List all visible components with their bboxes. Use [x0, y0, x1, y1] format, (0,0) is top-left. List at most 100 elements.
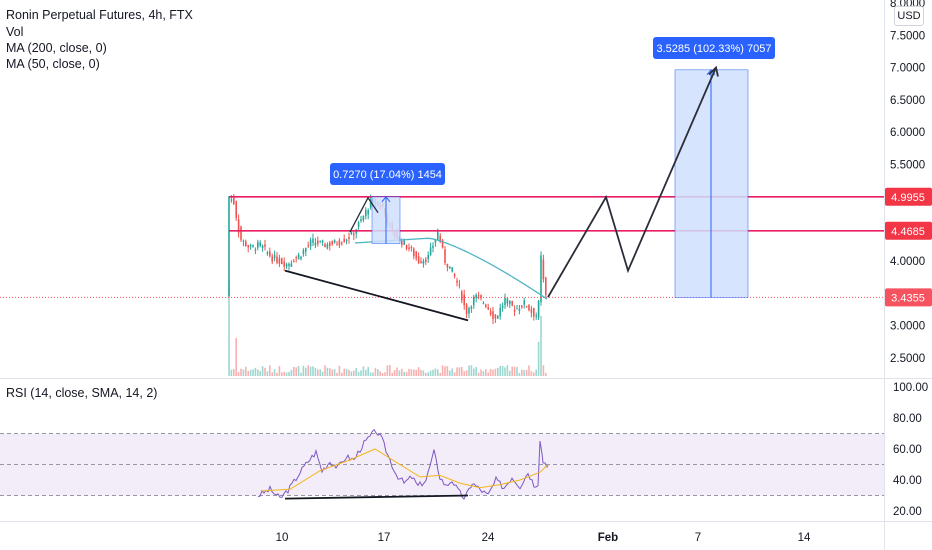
volume-bar [463, 371, 465, 376]
currency-unit-button[interactable]: USD [894, 6, 924, 26]
volume-bar [372, 372, 374, 376]
projection-arrow-head [708, 65, 719, 77]
volume-bar [355, 368, 357, 376]
volume-bar [410, 369, 413, 376]
ma50-line [354, 237, 548, 300]
candle-body [317, 240, 319, 244]
candle-body [261, 245, 264, 248]
candle-body [293, 261, 295, 263]
volume-bar [415, 369, 417, 376]
vol-indicator-label[interactable]: Vol [6, 25, 24, 39]
candle-body [290, 263, 293, 267]
candle-body [331, 241, 333, 245]
candle-body [449, 266, 451, 269]
volume-bar [360, 370, 362, 376]
price-tick-label: 7.5000 [890, 30, 925, 42]
candle-body [283, 261, 285, 267]
candle-body [473, 296, 475, 306]
level-price-tag [885, 187, 932, 206]
volume-bar [350, 371, 353, 376]
price-tick-label: 7.0000 [890, 63, 925, 75]
candle-body [516, 308, 518, 310]
volume-bar [518, 372, 521, 376]
volume-bar [504, 367, 506, 376]
volume-bar [535, 369, 537, 376]
candle-body [465, 304, 468, 315]
volume-bar [386, 365, 389, 376]
candle-body [360, 219, 362, 221]
volume-bar [465, 370, 468, 376]
volume-bar [367, 366, 369, 376]
time-tick-label: 7 [695, 532, 701, 544]
candle-body [278, 258, 281, 264]
candle-body [530, 309, 533, 313]
candle-body [468, 308, 470, 314]
volume-bar [329, 368, 331, 376]
volume-bar [494, 368, 497, 376]
volume-bar [525, 369, 528, 376]
candle-body [422, 260, 425, 264]
rsi-indicator-label[interactable]: RSI (14, close, SMA, 14, 2) [6, 386, 158, 400]
volume-bar [336, 372, 338, 376]
volume-bar [384, 372, 386, 376]
candle-body [230, 199, 233, 201]
volume-bar [357, 371, 360, 376]
volume-bar [461, 366, 463, 376]
volume-bar [307, 365, 309, 376]
volume-bar [475, 366, 477, 376]
volume-bar [533, 372, 535, 376]
candle-body [446, 263, 449, 268]
volume-bar [326, 367, 329, 376]
volume-bar [545, 372, 547, 376]
volume-bar [391, 372, 393, 376]
candle-body [237, 219, 240, 233]
candle-body [355, 229, 357, 234]
candle-body [485, 304, 487, 307]
candle-body [494, 314, 497, 319]
candle-body [338, 240, 341, 246]
volume-bar [266, 371, 269, 376]
candle-body [405, 245, 408, 249]
volume-bar [542, 365, 545, 376]
ma200-indicator-label[interactable]: MA (200, close, 0) [6, 41, 107, 55]
candle-body [326, 244, 329, 249]
candle-body [542, 259, 545, 280]
candle-body [273, 255, 276, 259]
volume-bar [314, 367, 317, 376]
candle-body [321, 240, 324, 243]
candle-body [497, 315, 499, 319]
volume-bar [288, 371, 290, 376]
candle-body [506, 298, 509, 304]
candle-body [432, 245, 434, 248]
volume-bar [278, 366, 281, 376]
volume-bar [434, 368, 437, 376]
candle-body [233, 197, 235, 205]
volume-bar [273, 369, 276, 376]
volume-bar [429, 370, 432, 376]
volume-bar [259, 371, 261, 376]
volume-bar [353, 370, 355, 376]
symbol-title[interactable]: Ronin Perpetual Futures, 4h, FTX [6, 8, 193, 22]
volume-bar [324, 365, 326, 376]
candle-body [501, 305, 504, 308]
volume-bar [497, 367, 499, 376]
ma50-indicator-label[interactable]: MA (50, close, 0) [6, 57, 100, 71]
candle-body [492, 311, 494, 320]
candle-body [463, 294, 465, 306]
volume-bar [343, 368, 345, 376]
volume-bar [487, 372, 489, 376]
volume-bar [477, 372, 480, 376]
volume-bar [245, 366, 247, 376]
candle-body [528, 304, 530, 311]
candle-body [545, 277, 547, 296]
volume-bar [458, 367, 461, 376]
volume-bar [437, 369, 439, 376]
candle-body [271, 256, 273, 262]
candle-body [365, 209, 367, 217]
time-tick-label: 10 [276, 532, 289, 544]
volume-bar [319, 369, 321, 376]
candle-body [401, 241, 403, 245]
candle-body [252, 245, 254, 247]
candle-body [242, 240, 245, 242]
